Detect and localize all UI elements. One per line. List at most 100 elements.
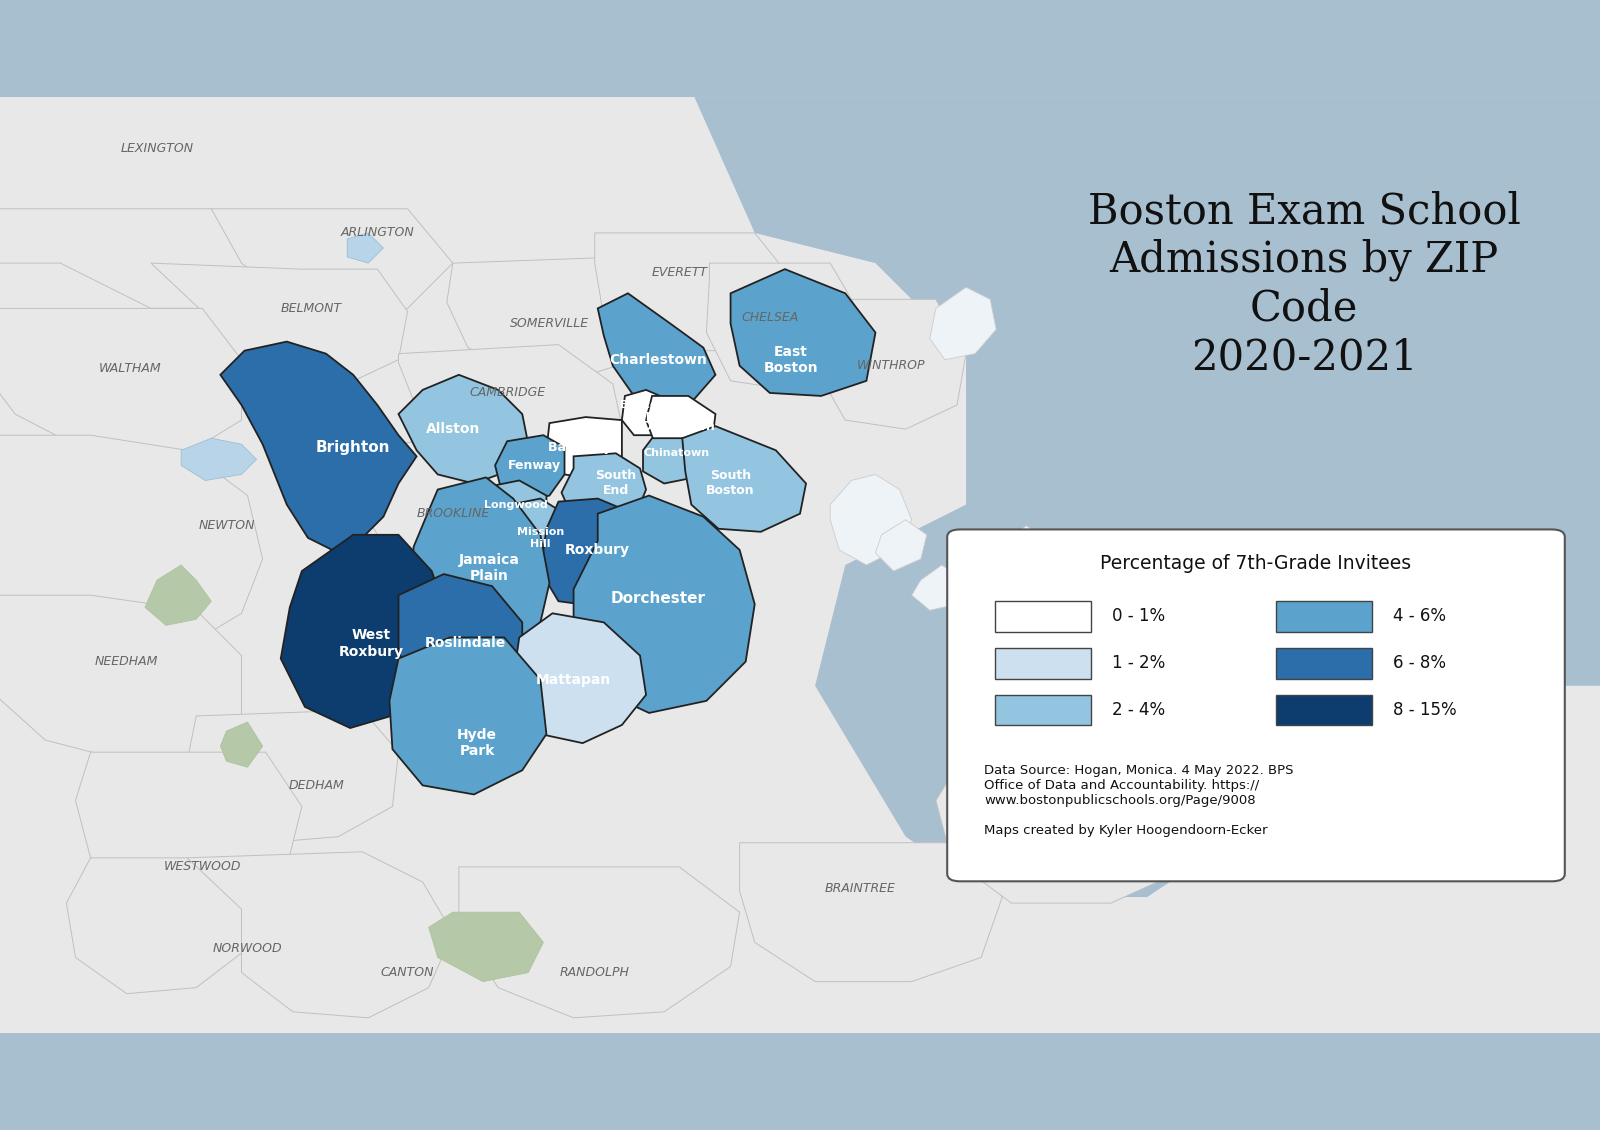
Text: Fenway: Fenway <box>507 459 562 472</box>
Polygon shape <box>150 263 408 384</box>
Text: 0 - 1%: 0 - 1% <box>1112 608 1165 626</box>
Text: 1 - 2%: 1 - 2% <box>1112 654 1165 672</box>
Text: HINGHAM: HINGHAM <box>1147 760 1208 774</box>
Text: Brighton: Brighton <box>315 440 390 454</box>
Text: BROOKLINE: BROOKLINE <box>416 507 490 520</box>
Text: Percentage of 7th-Grade Invitees: Percentage of 7th-Grade Invitees <box>1101 554 1411 573</box>
Polygon shape <box>541 498 650 607</box>
Polygon shape <box>646 396 715 453</box>
Polygon shape <box>211 209 453 308</box>
Text: Downtown: Downtown <box>642 419 717 433</box>
Text: Dorchester: Dorchester <box>611 591 706 606</box>
Text: WEYMOUTH: WEYMOUTH <box>989 831 1064 843</box>
Text: RANDOLPH: RANDOLPH <box>560 966 630 979</box>
Polygon shape <box>459 867 739 1018</box>
Polygon shape <box>997 525 1048 574</box>
Text: EVERETT: EVERETT <box>651 266 707 279</box>
Text: NEWTON: NEWTON <box>198 520 254 532</box>
Text: BELMONT: BELMONT <box>280 302 341 315</box>
Text: Roslindale: Roslindale <box>424 636 506 651</box>
Text: 4 - 6%: 4 - 6% <box>1392 608 1446 626</box>
Polygon shape <box>221 722 262 767</box>
Polygon shape <box>875 520 926 571</box>
Polygon shape <box>573 496 755 713</box>
Polygon shape <box>731 269 875 396</box>
Text: ARLINGTON: ARLINGTON <box>341 226 414 240</box>
Text: Hyde
Park: Hyde Park <box>458 728 498 758</box>
Text: West
Roxbury: West Roxbury <box>339 628 403 659</box>
Polygon shape <box>221 341 416 550</box>
Polygon shape <box>936 753 1202 903</box>
Polygon shape <box>1134 616 1192 664</box>
Polygon shape <box>347 233 384 263</box>
Polygon shape <box>338 435 522 574</box>
Text: 6 - 8%: 6 - 8% <box>1392 654 1446 672</box>
Polygon shape <box>67 858 248 993</box>
Text: SOMERVILLE: SOMERVILLE <box>510 318 589 330</box>
Text: CANTON: CANTON <box>381 966 434 979</box>
Polygon shape <box>389 637 547 794</box>
Polygon shape <box>821 299 966 429</box>
Polygon shape <box>547 417 622 480</box>
Text: LEXINGTON: LEXINGTON <box>120 142 194 155</box>
Text: Mattapan: Mattapan <box>536 672 611 687</box>
Polygon shape <box>1086 550 1154 610</box>
Text: CHELSEA: CHELSEA <box>741 311 798 324</box>
Polygon shape <box>1093 746 1184 807</box>
Text: Boston Exam School
Admissions by ZIP
Code
2020-2021: Boston Exam School Admissions by ZIP Cod… <box>1088 190 1520 379</box>
Polygon shape <box>930 287 997 359</box>
Text: Chinatown: Chinatown <box>643 449 709 459</box>
Polygon shape <box>598 294 715 405</box>
Polygon shape <box>1048 692 1328 852</box>
Text: Mission
Hill: Mission Hill <box>517 527 565 549</box>
Polygon shape <box>739 843 1002 982</box>
Text: Roxbury: Roxbury <box>565 542 630 557</box>
FancyBboxPatch shape <box>995 647 1091 679</box>
Polygon shape <box>411 478 549 661</box>
Polygon shape <box>446 258 667 372</box>
Polygon shape <box>181 438 256 480</box>
Polygon shape <box>398 574 522 713</box>
Polygon shape <box>0 435 262 661</box>
Text: Longwood: Longwood <box>485 499 549 510</box>
Polygon shape <box>562 453 646 532</box>
Polygon shape <box>707 263 861 390</box>
FancyBboxPatch shape <box>947 530 1565 881</box>
Polygon shape <box>694 97 1600 1033</box>
Text: DEDHAM: DEDHAM <box>290 779 346 792</box>
Polygon shape <box>483 480 547 541</box>
Text: COHASSET: COHASSET <box>1392 740 1459 753</box>
Polygon shape <box>146 565 211 625</box>
Text: NEEDHAM: NEEDHAM <box>94 655 158 668</box>
FancyBboxPatch shape <box>1275 601 1371 632</box>
Polygon shape <box>0 596 242 762</box>
Polygon shape <box>398 375 528 484</box>
FancyBboxPatch shape <box>995 695 1091 725</box>
Text: Back Bay: Back Bay <box>547 441 611 454</box>
FancyBboxPatch shape <box>1275 695 1371 725</box>
Text: CAMBRIDGE: CAMBRIDGE <box>469 386 546 399</box>
Polygon shape <box>0 308 242 453</box>
Text: WESTWOOD: WESTWOOD <box>163 860 242 873</box>
Text: Charlestown: Charlestown <box>610 353 707 367</box>
Polygon shape <box>398 345 622 475</box>
Text: Allston: Allston <box>426 423 480 436</box>
Polygon shape <box>1011 710 1110 776</box>
Polygon shape <box>494 435 565 502</box>
Text: BRAINTREE: BRAINTREE <box>826 881 896 895</box>
Polygon shape <box>595 233 790 350</box>
FancyBboxPatch shape <box>1275 647 1371 679</box>
Polygon shape <box>622 390 674 435</box>
Polygon shape <box>0 97 256 308</box>
Polygon shape <box>643 438 704 484</box>
FancyBboxPatch shape <box>995 601 1091 632</box>
Text: Beacon
Hill: Beacon Hill <box>621 400 666 421</box>
Text: 2 - 4%: 2 - 4% <box>1112 701 1165 719</box>
Text: WALTHAM: WALTHAM <box>99 363 162 375</box>
Text: Data Source: Hogan, Monica. 4 May 2022. BPS
Office of Data and Accountability. h: Data Source: Hogan, Monica. 4 May 2022. … <box>984 764 1293 837</box>
Polygon shape <box>912 565 963 610</box>
Polygon shape <box>1267 671 1525 812</box>
Polygon shape <box>187 710 398 843</box>
Polygon shape <box>187 852 453 1018</box>
Text: South
Boston: South Boston <box>706 469 755 497</box>
